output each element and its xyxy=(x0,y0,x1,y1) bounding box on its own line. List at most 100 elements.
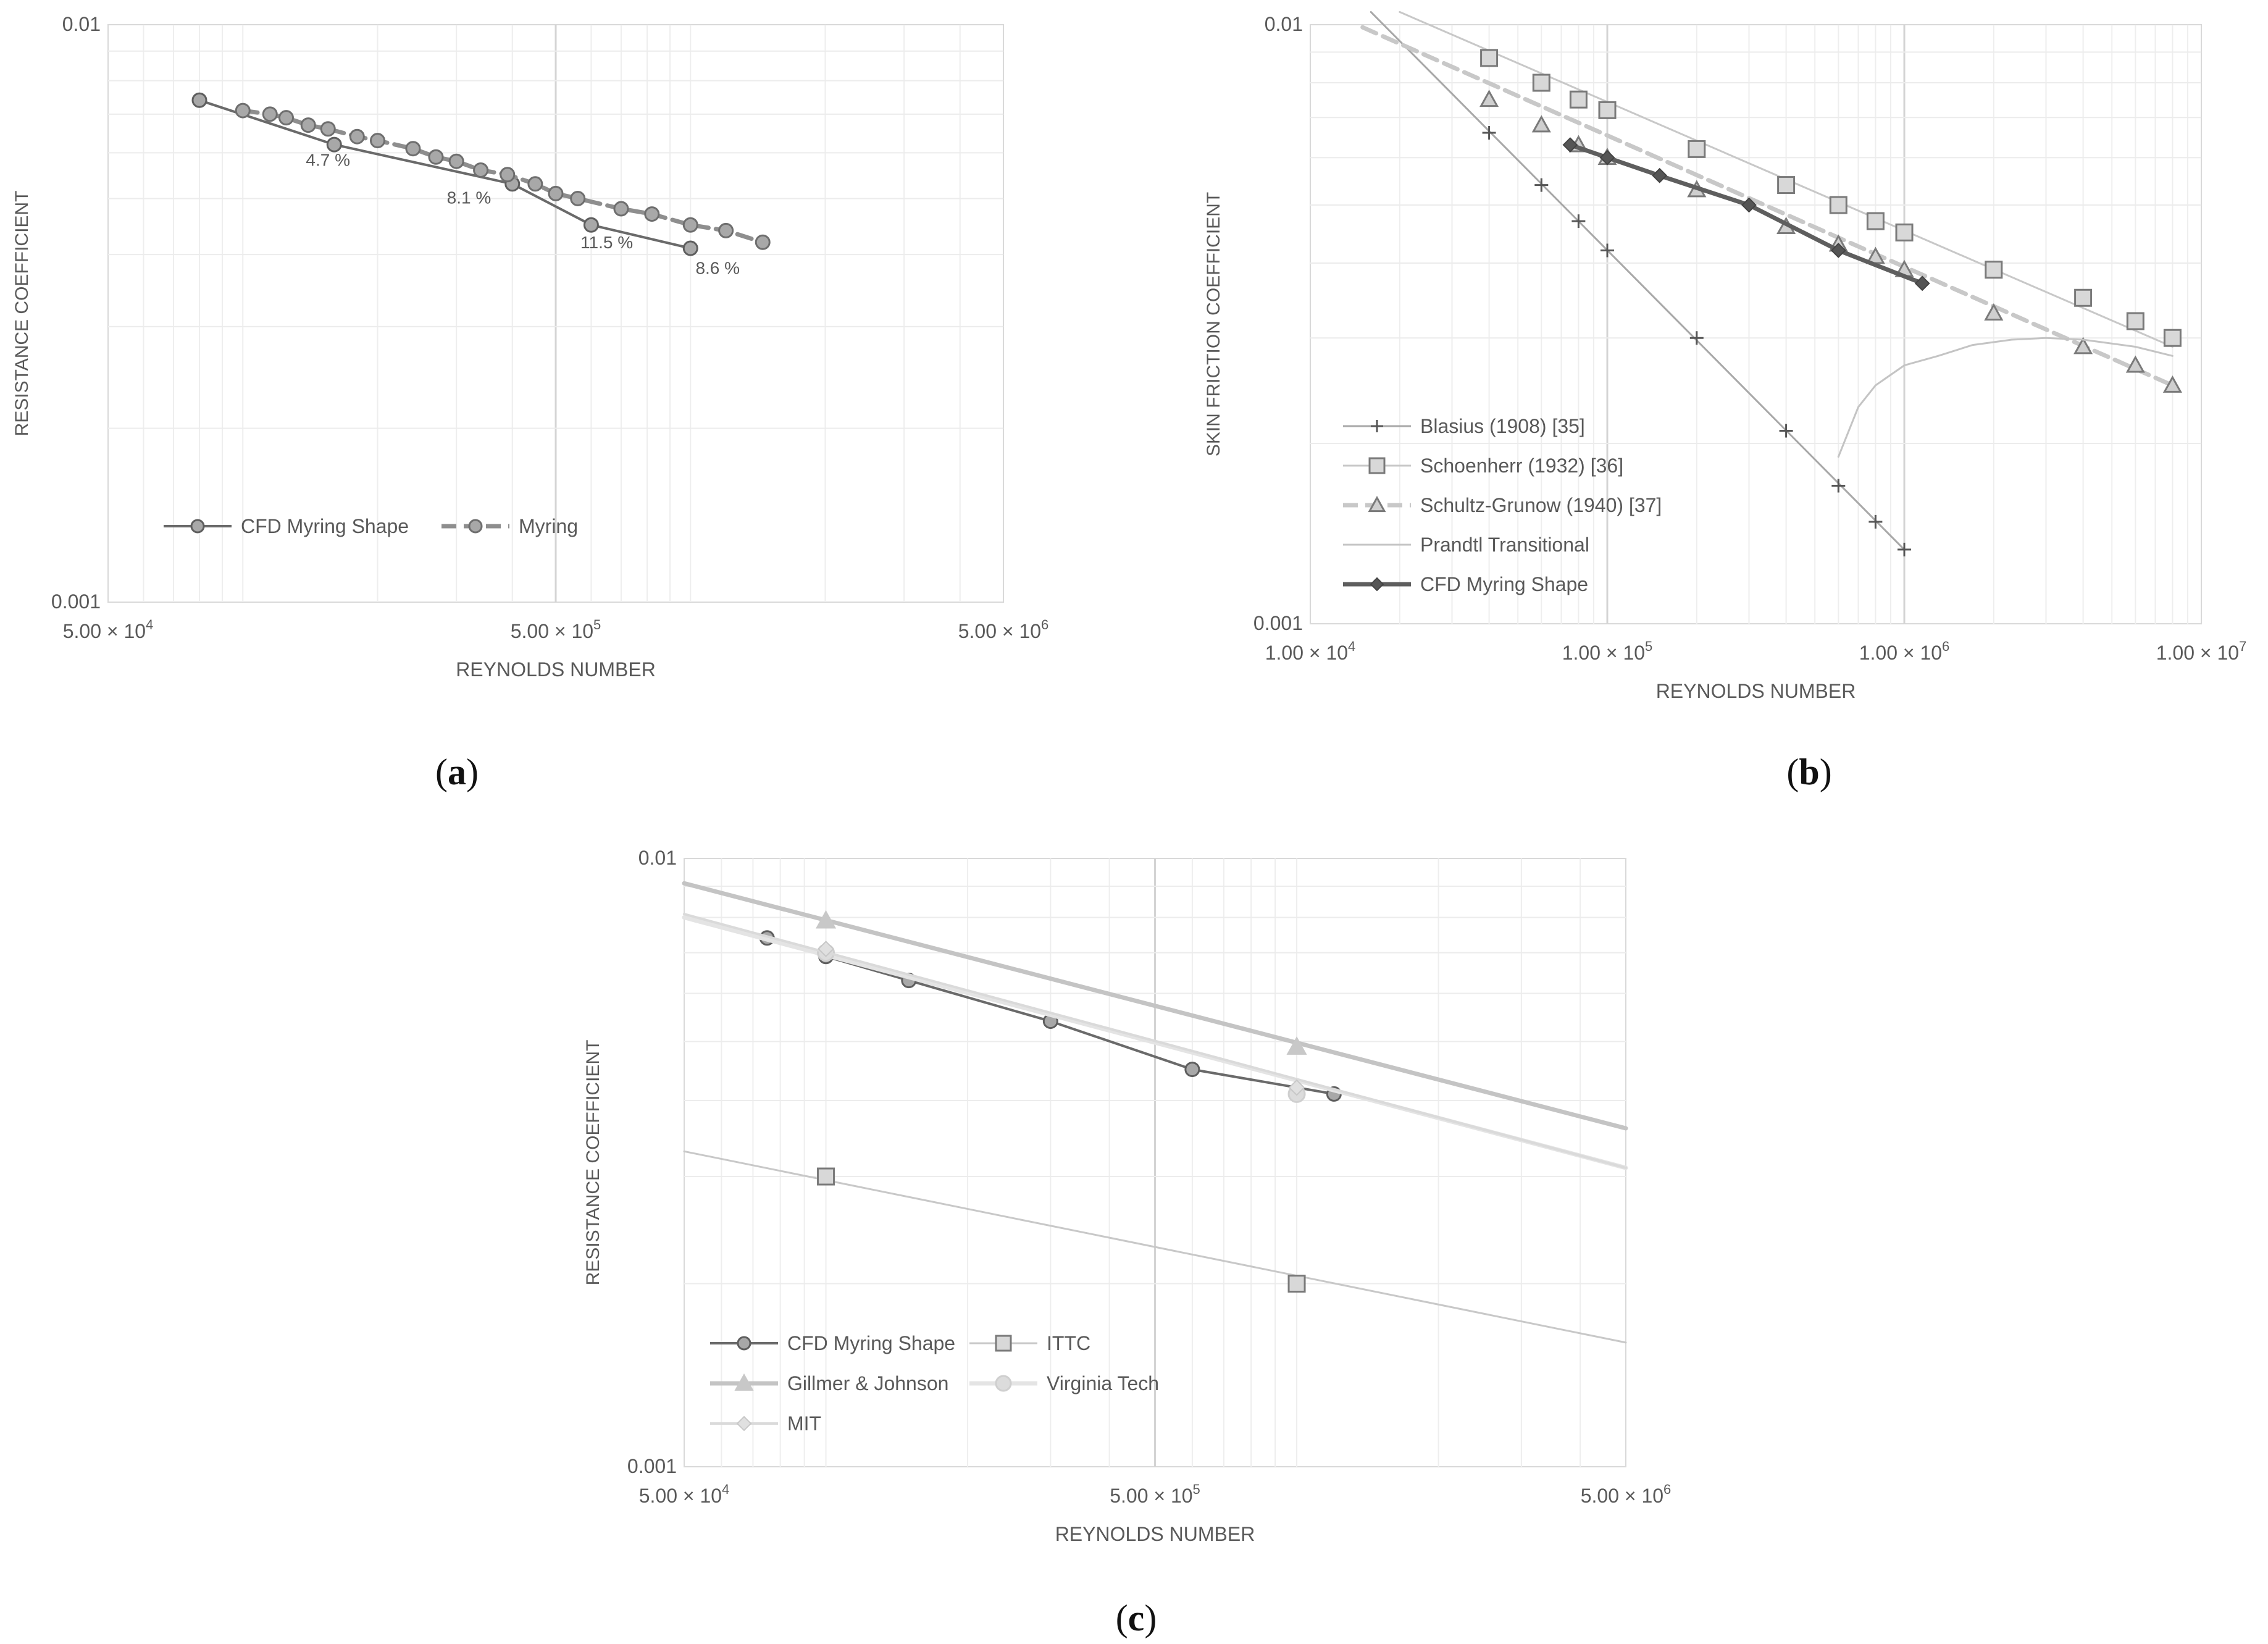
legend-item: Schoenherr (1932) [36] xyxy=(1343,455,1623,477)
legend-item: Virginia Tech xyxy=(969,1372,1159,1394)
x-tick-label: 5.00 × 105 xyxy=(1110,1482,1200,1507)
data-point xyxy=(1689,331,1704,345)
chart-a: 5.00 × 104 5.00 × 105 5.00 × 106 0.01 0.001 R… xyxy=(12,13,1048,792)
series-blasius-1908-35 xyxy=(1370,10,1911,556)
x-axis-title: REYNOLDS NUMBER xyxy=(1055,1523,1255,1545)
data-point xyxy=(1288,1079,1305,1096)
data-point xyxy=(428,149,444,165)
data-point xyxy=(818,941,834,957)
data-point xyxy=(1482,126,1496,140)
series-mit xyxy=(683,913,1627,1169)
data-point xyxy=(320,121,336,137)
legend-label: MIT xyxy=(787,1412,821,1435)
data-point xyxy=(682,240,698,256)
x-tick-label: 5.00 × 105 xyxy=(511,617,601,642)
x-tick-label: 5.00 × 104 xyxy=(63,617,154,642)
legend-swatch-marker xyxy=(737,1336,751,1351)
data-point xyxy=(349,128,365,145)
legend-label: CFD Myring Shape xyxy=(787,1332,955,1354)
data-point xyxy=(1777,176,1796,195)
data-point xyxy=(1688,140,1706,158)
data-point xyxy=(1479,90,1499,107)
panel-caption: (c) xyxy=(1116,1598,1157,1638)
data-point xyxy=(500,167,516,183)
data-label: 8.1 % xyxy=(447,188,492,208)
data-point xyxy=(326,136,342,153)
legend-item: Myring xyxy=(441,515,578,537)
data-point xyxy=(448,153,464,169)
data-point xyxy=(1829,196,1847,214)
legend-swatch-marker xyxy=(736,1415,752,1432)
data-label: 11.5 % xyxy=(580,233,633,252)
y-axis-title: SKIN FRICTION COEFFICIENT xyxy=(1203,192,1224,456)
series-prandtl-transitional xyxy=(1837,337,2174,458)
legend-swatch-marker xyxy=(1368,495,1386,513)
legend-label: ITTC xyxy=(1047,1332,1090,1354)
data-point xyxy=(2074,288,2093,307)
legend-item: Prandtl Transitional xyxy=(1343,534,1589,556)
data-point xyxy=(815,910,837,929)
data-point xyxy=(1830,243,1846,258)
data-point xyxy=(718,222,734,238)
legend-item: CFD Myring Shape xyxy=(710,1332,955,1354)
x-tick-label: 5.00 × 104 xyxy=(639,1482,730,1507)
data-point xyxy=(548,185,564,201)
data-point xyxy=(2163,329,2182,347)
chart-b: 1.00 × 104 1.00 × 105 1.00 × 106 1.00 × 107… xyxy=(1203,10,2247,792)
y-axis-title: RESISTANCE COEFFICIENT xyxy=(12,191,32,437)
data-point xyxy=(262,106,278,122)
data-point xyxy=(682,217,698,233)
data-point xyxy=(300,117,316,133)
legend-item: ITTC xyxy=(969,1332,1090,1354)
data-point xyxy=(1898,542,1911,556)
data-point xyxy=(1868,514,1883,529)
legend-swatch-marker xyxy=(734,1373,754,1391)
series-schoenherr-1932-36 xyxy=(1399,10,2182,348)
data-point xyxy=(817,1167,835,1186)
y-tick-label: 0.01 xyxy=(638,847,677,869)
series-myring xyxy=(235,103,771,250)
x-tick-label: 1.00 × 107 xyxy=(2156,639,2247,664)
series-line xyxy=(683,913,1627,1169)
legend-label: Schoenherr (1932) [36] xyxy=(1420,455,1623,477)
data-point xyxy=(1601,243,1614,258)
data-point xyxy=(1741,197,1757,213)
legend-label: Schultz-Grunow (1940) [37] xyxy=(1420,494,1662,516)
x-tick-label: 1.00 × 105 xyxy=(1562,639,1653,664)
data-point xyxy=(570,190,586,206)
data-point xyxy=(527,176,543,192)
legend-swatch-marker xyxy=(190,519,205,534)
data-label: 8.6 % xyxy=(695,259,740,278)
x-tick-label: 5.00 × 106 xyxy=(1581,1482,1672,1507)
series-line xyxy=(1370,10,1906,551)
legend-swatch-marker xyxy=(995,1375,1012,1392)
data-point xyxy=(1571,214,1586,229)
panel-caption: (a) xyxy=(435,752,479,792)
data-point xyxy=(1480,49,1499,67)
data-point xyxy=(191,92,207,108)
x-tick-label: 1.00 × 104 xyxy=(1265,639,1356,664)
data-point xyxy=(2162,375,2182,393)
data-label: 4.7 % xyxy=(306,150,350,169)
legend-label: Virginia Tech xyxy=(1047,1372,1159,1394)
data-point xyxy=(2073,337,2093,354)
data-point xyxy=(644,206,660,222)
y-tick-label: 0.01 xyxy=(1265,13,1303,35)
legend-item: Blasius (1908) [35] xyxy=(1343,415,1585,437)
data-point xyxy=(1866,212,1885,230)
data-point xyxy=(278,110,295,126)
legend-label: Prandtl Transitional xyxy=(1420,534,1589,556)
series-line xyxy=(1360,25,2175,388)
data-point xyxy=(1652,167,1668,183)
data-point xyxy=(1985,261,2003,279)
gridlines xyxy=(1310,25,2201,624)
data-point xyxy=(1831,479,1846,493)
data-point xyxy=(2125,355,2145,373)
data-point xyxy=(405,141,421,157)
series-line xyxy=(1568,143,1925,286)
data-point xyxy=(369,133,385,149)
data-point xyxy=(583,217,599,233)
legend-label: Myring xyxy=(519,515,578,537)
legend-swatch-marker xyxy=(1368,457,1386,474)
data-point xyxy=(613,201,629,217)
